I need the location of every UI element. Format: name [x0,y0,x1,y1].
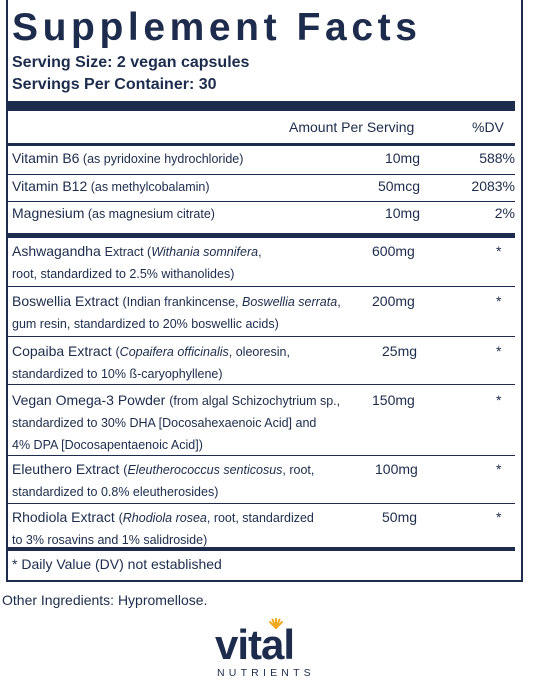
vitamin-dv: 2083% [471,178,515,194]
vitamin-name: Magnesium (as magnesium citrate) [12,206,215,221]
ingredient-line: to 3% rosavins and 1% salidroside) [12,529,362,551]
vitamin-amount: 10mg [384,150,420,166]
ingredient-line: 4% DPA [Docosapentaenoic Acid]) [12,434,362,456]
vitamin-source: (as methylcobalamin) [87,180,210,194]
vitamin-amount: 50mcg [377,178,420,194]
ingredient-dv: * [496,392,502,408]
ingredient-text: standardized to 10% ß-caryophyllene) [12,367,223,381]
ingredient-text: , root, [282,463,315,477]
ingredient-dv: * [496,293,502,309]
ingredient-amount: 600mg [372,243,415,259]
thick-divider-bottom [6,547,515,551]
vitamin-source: (as pyridoxine hydrochloride) [79,152,244,166]
dv-header: %DV [472,119,504,135]
ingredient-text: Vegan Omega-3 Powder [12,392,170,408]
other-ingredients: Other Ingredients: Hypromellose. [2,592,208,608]
vitamin-name: Vitamin B12 (as methylcobalamin) [12,179,210,194]
supplement-facts-panel [6,0,523,582]
ingredient-description: Eleuthero Extract (Eleutherococcus senti… [12,459,362,503]
ingredient-dv: * [496,461,502,477]
vitamin-label: Vitamin B6 [12,150,80,166]
ingredient-text: Extract ( [104,245,152,259]
ingredient-line: Vegan Omega-3 Powder (from algal Schizoc… [12,390,362,412]
ingredient-description: Vegan Omega-3 Powder (from algal Schizoc… [12,390,362,456]
ingredient-text: , [337,295,341,309]
ingredient-text: root, standardized to 2.5% withanolides) [12,267,235,281]
brand-logo: vital NUTRIENTS [215,618,325,684]
thick-divider-top [6,101,515,111]
ingredient-line: standardized to 30% DHA [Docosahexaenoic… [12,412,362,434]
vitamin-dv: 2% [494,205,515,221]
ingredient-text: Rhodiola rosea [122,511,207,525]
ingredient-text: Eleuthero Extract [12,461,124,477]
amount-per-serving-header: Amount Per Serving [289,119,415,135]
ingredient-line: Boswellia Extract (Indian frankincense, … [12,291,362,313]
ingredient-dv: * [496,243,502,259]
ingredient-text: Boswellia serrata [242,295,338,309]
ingredient-text: (Indian frankincense, [122,295,242,309]
ingredient-text: Copaifera officinalis [119,345,229,359]
ingredient-line: standardized to 10% ß-caryophyllene) [12,363,362,385]
vitamin-source: (as magnesium citrate) [84,207,215,221]
ingredient-text: gum resin, standardized to 20% boswellic… [12,317,279,331]
vitamin-label: Vitamin B12 [12,178,88,194]
ingredient-line: root, standardized to 2.5% withanolides) [12,263,362,285]
ingredient-amount: 25mg [382,343,418,359]
ingredient-dv: * [496,509,502,525]
logo-wordmark: vital [215,621,295,668]
ingredient-line: gum resin, standardized to 20% boswellic… [12,313,362,335]
ingredient-text: Ashwagandha [12,243,105,259]
row-divider [6,455,515,456]
ingredient-text: , [258,245,262,259]
dv-footnote: * Daily Value (DV) not established [12,556,222,572]
ingredient-text: Boswellia Extract [12,293,123,309]
thick-divider-middle [6,233,515,238]
row-divider [6,503,515,504]
ingredient-amount: 150mg [372,392,415,408]
ingredient-amount: 100mg [375,461,418,477]
header-divider [6,143,515,146]
serving-size: Serving Size: 2 vegan capsules [12,54,250,71]
vitamin-amount: 10mg [384,205,420,221]
ingredient-line: standardized to 0.8% eleutherosides) [12,481,362,503]
ingredient-text: (from algal Schizochytrium sp., [169,394,341,408]
ingredient-description: Boswellia Extract (Indian frankincense, … [12,291,362,335]
logo-subtitle: NUTRIENTS [217,667,315,679]
vitamin-dv: 588% [479,150,515,166]
ingredient-text: ( [123,463,128,477]
ingredient-text: , root, standardized [206,511,314,525]
vitamin-name: Vitamin B6 (as pyridoxine hydrochloride) [12,151,243,166]
ingredient-text: standardized to 30% DHA [Docosahexaenoic… [12,416,317,430]
row-divider [6,286,515,287]
ingredient-text: ( [118,511,123,525]
ingredient-line: Copaiba Extract (Copaifera officinalis, … [12,341,362,363]
ingredient-description: Copaiba Extract (Copaifera officinalis, … [12,341,362,385]
ingredient-amount: 200mg [372,293,415,309]
ingredient-line: Eleuthero Extract (Eleutherococcus senti… [12,459,362,481]
ingredient-text: to 3% rosavins and 1% salidroside) [12,533,208,547]
ingredient-text: Eleutherococcus senticosus [127,463,283,477]
row-divider [6,384,515,385]
panel-title: Supplement Facts [12,6,422,49]
ingredient-text: Rhodiola Extract [12,509,119,525]
servings-per-container: Servings Per Container: 30 [12,76,217,93]
ingredient-text: , oleoresin, [228,345,290,359]
ingredient-text: ( [115,345,120,359]
ingredient-text: 4% DPA [Docosapentaenoic Acid]) [12,438,203,452]
row-divider [6,201,515,202]
ingredient-text: Withania somnifera [151,245,259,259]
vitamin-label: Magnesium [12,205,85,221]
ingredient-text: standardized to 0.8% eleutherosides) [12,485,219,499]
ingredient-dv: * [496,343,502,359]
ingredient-text: Copaiba Extract [12,343,116,359]
row-divider [6,174,515,175]
ingredient-amount: 50mg [382,509,418,525]
row-divider [6,336,515,337]
ingredient-line: Ashwagandha Extract (Withania somnifera, [12,241,362,263]
ingredient-description: Ashwagandha Extract (Withania somnifera,… [12,241,362,285]
ingredient-description: Rhodiola Extract (Rhodiola rosea, root, … [12,507,362,551]
logo-spark-icon [269,618,283,629]
ingredient-line: Rhodiola Extract (Rhodiola rosea, root, … [12,507,362,529]
